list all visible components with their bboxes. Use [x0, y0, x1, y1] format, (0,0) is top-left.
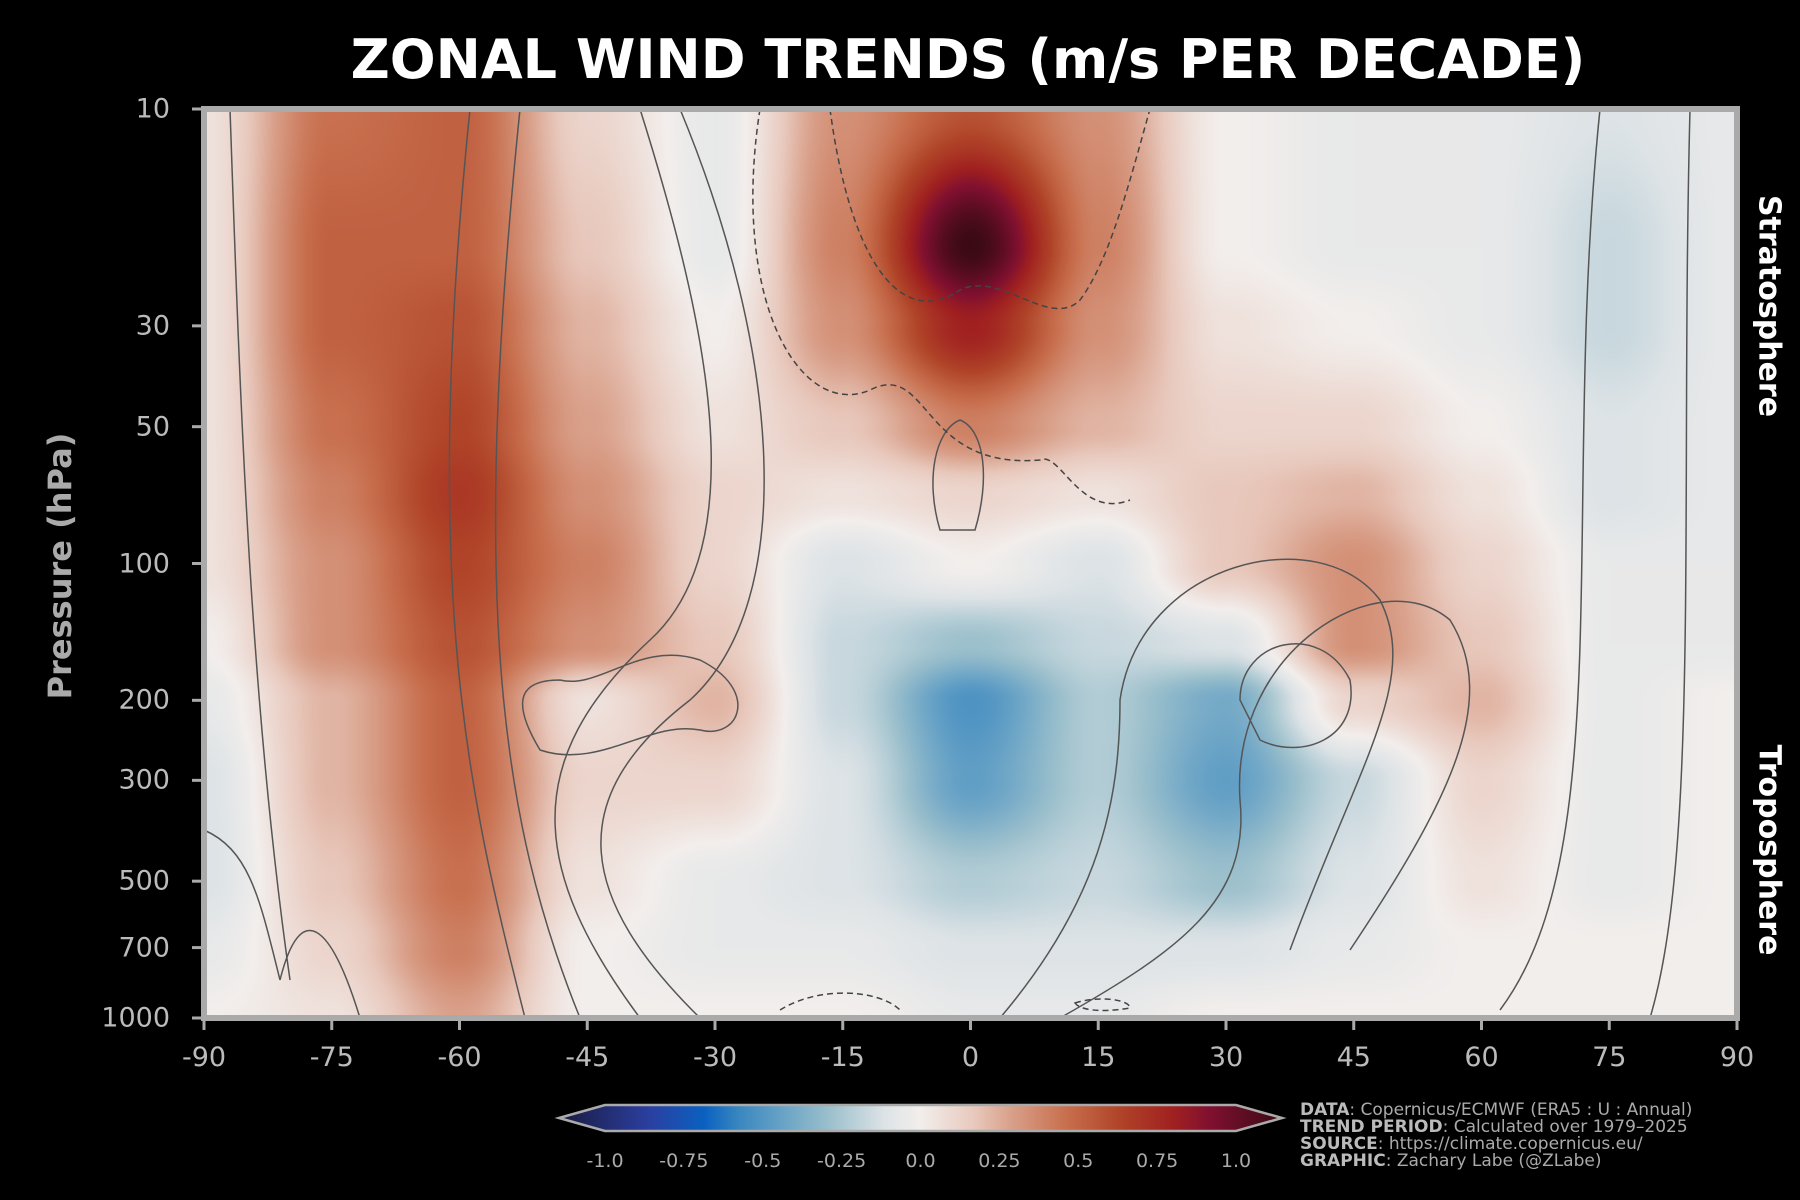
y-tick-label: 700 [118, 932, 170, 964]
colorbar-tick-label: 0.75 [1135, 1150, 1179, 1172]
colorbar [554, 1103, 1287, 1133]
period-value: : Calculated over 1979–2025 [1442, 1117, 1688, 1137]
y-tick-label: 50 [135, 411, 170, 443]
colorbar-tick-label: 1.0 [1220, 1150, 1252, 1172]
contour-line [1499, 108, 1601, 1011]
heatmap-field [204, 109, 1737, 1018]
y-tick-label: 200 [118, 684, 170, 716]
contour-line [203, 829, 361, 1019]
contour-line [779, 992, 901, 1011]
x-tick-label: 45 [1336, 1042, 1371, 1073]
graphic-value: : Zachary Labe (@ZLabe) [1385, 1151, 1602, 1171]
colorbar-tick-label: -0.75 [659, 1150, 709, 1172]
contour-line [448, 108, 526, 1019]
contour-line [999, 558, 1394, 1019]
dashed-contours [752, 108, 1151, 1012]
colorbar-tick-label: -1.0 [586, 1150, 624, 1172]
x-tick-label: -15 [820, 1042, 865, 1073]
x-tick-label: 60 [1464, 1042, 1499, 1073]
colorbar-tick-label: 0.5 [1063, 1150, 1094, 1172]
x-tick-label: -60 [437, 1042, 482, 1073]
y-tick-label: 10 [135, 93, 170, 125]
contour-line [1073, 998, 1131, 1012]
period-label: TREND PERIOD [1300, 1117, 1443, 1137]
data-label: DATA [1300, 1100, 1350, 1120]
contour-line [1239, 643, 1352, 749]
x-tick-label: -45 [565, 1042, 610, 1073]
annotation-stratosphere: Stratosphere [1751, 194, 1787, 418]
y-tick-label: 1000 [101, 1002, 170, 1034]
x-tick-label: -30 [692, 1042, 738, 1073]
contour-line [829, 108, 1151, 310]
credits: DATA: Copernicus/ECMWF (ERA5 : U : Annua… [1300, 1102, 1692, 1170]
colorbar-tick-label: 0.0 [905, 1150, 936, 1172]
graphic-label: GRAPHIC [1300, 1151, 1386, 1171]
chart-title: ZONAL WIND TRENDS (m/s PER DECADE) [350, 28, 1586, 91]
x-tick-label: 90 [1719, 1042, 1755, 1073]
x-tick-label: 0 [961, 1042, 980, 1073]
source-label: SOURCE [1300, 1134, 1378, 1154]
x-tick-label: 75 [1592, 1042, 1627, 1073]
x-tick-label: -90 [181, 1042, 227, 1073]
contour-line [1059, 600, 1471, 1019]
y-axis-label: Pressure (hPa) [41, 432, 79, 700]
contour-line [932, 419, 985, 531]
x-tick-label: 15 [1081, 1042, 1116, 1073]
y-tick-label: 100 [118, 548, 170, 579]
contour-line [1649, 108, 1691, 1019]
contour-line [752, 108, 1131, 505]
x-tick-label: 30 [1208, 1042, 1244, 1073]
contour-line [494, 108, 581, 1019]
y-tick-label: 500 [118, 865, 170, 897]
plot-frame [201, 106, 1740, 1021]
y-tick-label: 300 [118, 764, 170, 796]
colorbar-tick-label: -0.5 [744, 1150, 782, 1172]
contour-line [554, 108, 713, 1019]
contour-lines [203, 108, 1691, 1019]
y-tick-label: 30 [135, 310, 170, 342]
annotation-troposphere: Troposphere [1751, 744, 1787, 956]
contour-line [600, 108, 765, 1019]
data-value: : Copernicus/ECMWF (ERA5 : U : Annual) [1349, 1100, 1693, 1120]
contour-line [521, 654, 739, 756]
contour-line [229, 108, 291, 981]
colorbar-tick-label: -0.25 [817, 1150, 867, 1172]
source-value: : https://climate.copernicus.eu/ [1377, 1134, 1643, 1154]
colorbar-tick-label: 0.25 [978, 1150, 1021, 1172]
x-tick-label: -75 [309, 1042, 354, 1073]
